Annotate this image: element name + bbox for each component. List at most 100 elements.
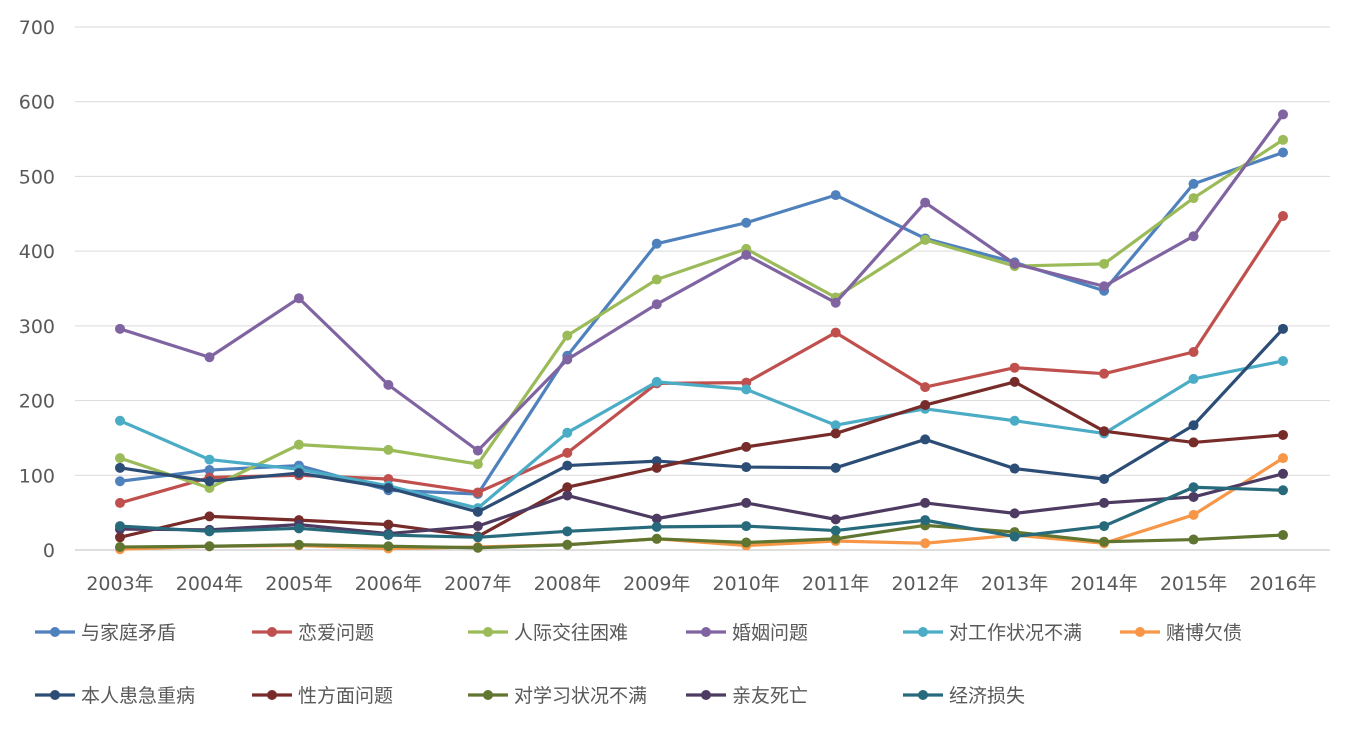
x-tick-label: 2008年 (534, 573, 601, 595)
y-axis-ticks: 0 100 200 300 400 500 600 700 (19, 17, 55, 562)
data-point (1099, 521, 1110, 532)
data-point (472, 542, 483, 553)
data-point (562, 460, 573, 471)
x-tick-label: 2016年 (1249, 573, 1316, 595)
data-point (1009, 508, 1020, 519)
data-point (741, 217, 752, 228)
y-tick-label: 300 (19, 316, 55, 338)
legend-marker (918, 690, 928, 700)
data-point (830, 525, 841, 536)
series-line (119, 138, 1284, 490)
x-tick-label: 2012年 (891, 573, 958, 595)
data-point (1278, 323, 1288, 334)
data-point (562, 354, 573, 365)
data-point (115, 476, 125, 487)
data-point (651, 521, 662, 532)
legend-item: 婚姻问题 (686, 622, 808, 644)
legend-label: 人际交往困难 (514, 622, 628, 644)
series-2 (115, 134, 1288, 493)
legend-marker (267, 690, 277, 700)
data-point (920, 197, 931, 208)
data-point (651, 533, 662, 544)
x-tick-label: 2004年 (176, 573, 243, 595)
legend-marker (701, 627, 711, 637)
data-point (115, 532, 125, 543)
legend-item: 对学习状况不满 (468, 685, 647, 707)
data-point (1278, 468, 1288, 479)
data-point (293, 539, 304, 550)
data-point (115, 453, 125, 464)
y-tick-label: 200 (19, 391, 55, 413)
data-point (115, 462, 125, 473)
data-point (830, 420, 841, 431)
series-line (119, 380, 1284, 539)
data-point (1278, 109, 1288, 120)
data-point (1099, 497, 1110, 508)
legend-item: 本人患急重病 (35, 685, 195, 707)
data-point (1009, 463, 1020, 474)
data-point (562, 539, 573, 550)
data-point (1188, 178, 1199, 189)
data-point (204, 476, 215, 487)
x-tick-label: 2007年 (444, 573, 511, 595)
data-point (204, 352, 215, 363)
data-point (1188, 231, 1199, 242)
legend-marker (701, 690, 711, 700)
data-point (472, 506, 483, 517)
series-6 (115, 323, 1288, 517)
legend-label: 对学习状况不满 (514, 685, 647, 707)
data-point (562, 490, 573, 501)
data-point (830, 462, 841, 473)
data-point (651, 376, 662, 387)
data-point (115, 497, 125, 508)
legend-label: 对工作状况不满 (949, 622, 1082, 644)
data-point (651, 462, 662, 473)
legend-label: 亲友死亡 (732, 685, 808, 707)
legend-item: 亲友死亡 (686, 685, 808, 707)
legend-label: 恋爱问题 (298, 622, 374, 644)
y-tick-label: 600 (19, 92, 55, 114)
y-tick-label: 500 (19, 166, 55, 188)
data-point (472, 445, 483, 456)
data-point (1188, 347, 1199, 358)
data-point (1009, 531, 1020, 542)
data-point (1278, 485, 1288, 496)
legend-marker (50, 627, 60, 637)
data-point (204, 526, 215, 537)
data-point (741, 537, 752, 548)
data-point (830, 297, 841, 308)
data-point (115, 521, 125, 532)
series-lines (115, 109, 1288, 555)
data-point (1278, 134, 1288, 145)
data-point (741, 521, 752, 532)
legend-label: 本人患急重病 (81, 685, 195, 707)
series-line (119, 359, 1284, 510)
data-point (741, 441, 752, 452)
data-point (115, 542, 125, 553)
legend-item: 经济损失 (903, 685, 1025, 707)
gridlines (75, 26, 1330, 551)
data-point (562, 427, 573, 438)
legend-label: 婚姻问题 (732, 622, 808, 644)
data-point (1278, 147, 1288, 158)
data-point (1099, 281, 1110, 292)
data-point (383, 519, 394, 530)
data-point (920, 515, 931, 526)
legend-label: 性方面问题 (298, 685, 393, 707)
legend-marker (483, 627, 493, 637)
x-tick-label: 2005年 (265, 573, 332, 595)
data-point (472, 532, 483, 543)
data-point (741, 497, 752, 508)
legend-item: 性方面问题 (252, 685, 393, 707)
data-point (1188, 482, 1199, 493)
data-point (293, 293, 304, 304)
data-point (204, 465, 215, 476)
data-point (920, 382, 931, 393)
legend-marker (50, 690, 60, 700)
data-point (1099, 536, 1110, 547)
data-point (1099, 474, 1110, 485)
data-point (204, 541, 215, 552)
data-point (741, 462, 752, 473)
